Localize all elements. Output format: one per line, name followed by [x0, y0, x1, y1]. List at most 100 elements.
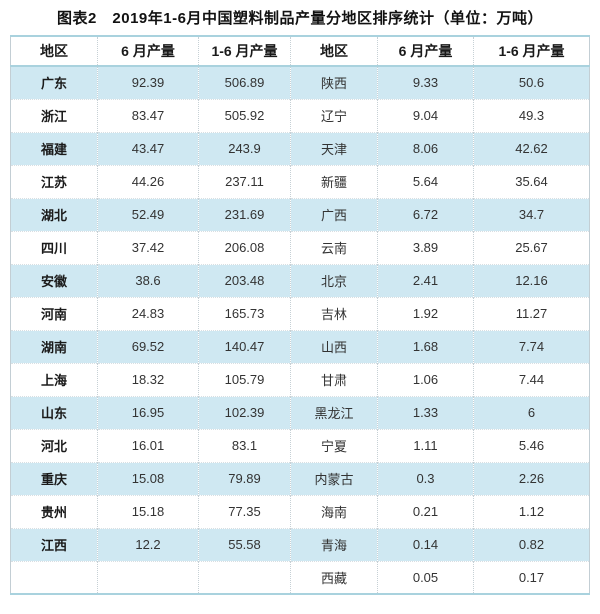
region-cell: 天津 — [290, 132, 378, 165]
value-cell: 83.47 — [97, 99, 199, 132]
value-cell: 7.44 — [473, 363, 590, 396]
table-row: 四川 37.42 206.08 云南 3.89 25.67 — [10, 231, 590, 264]
value-cell: 231.69 — [198, 198, 291, 231]
region-cell: 北京 — [290, 264, 378, 297]
value-cell: 2.41 — [377, 264, 474, 297]
value-cell: 92.39 — [97, 66, 199, 99]
value-cell: 0.21 — [377, 495, 474, 528]
column-header: 1-6 月产量 — [473, 36, 590, 66]
value-cell: 50.6 — [473, 66, 590, 99]
table-row: 贵州 15.18 77.35 海南 0.21 1.12 — [10, 495, 590, 528]
column-header: 地区 — [40, 43, 68, 59]
value-cell: 15.08 — [97, 462, 199, 495]
column-header: 6 月产量 — [97, 36, 199, 66]
region-cell: 海南 — [290, 495, 378, 528]
region-cell: 辽宁 — [290, 99, 378, 132]
region-cell: 广东 — [40, 76, 67, 92]
table-body: 广东 92.39 506.89 陕西 9.33 50.6 浙江 83.47 505.92 辽宁 9.… — [10, 66, 590, 594]
region-cell: 吉林 — [290, 297, 378, 330]
region-cell: 湖南 — [40, 340, 67, 355]
region-cell: 甘肃 — [290, 363, 378, 396]
value-cell: 7.74 — [473, 330, 590, 363]
header-row: 地区 6 月产量 1-6 月产量 地区 6 月产量 1-6 月产量 — [10, 36, 590, 66]
value-cell: 102.39 — [198, 396, 291, 429]
value-cell: 203.48 — [198, 264, 291, 297]
table-row: 广东 92.39 506.89 陕西 9.33 50.6 — [10, 66, 590, 99]
value-cell: 206.08 — [198, 231, 291, 264]
value-cell: 6 — [473, 396, 590, 429]
column-header: 6 月产量 — [377, 36, 474, 66]
value-cell: 18.32 — [97, 363, 199, 396]
value-cell: 140.47 — [198, 330, 291, 363]
region-cell: 陕西 — [290, 66, 378, 99]
value-cell: 55.58 — [198, 528, 291, 561]
region-cell: 新疆 — [290, 165, 378, 198]
value-cell: 1.06 — [377, 363, 474, 396]
value-cell: 38.6 — [97, 264, 199, 297]
value-cell: 5.46 — [473, 429, 590, 462]
value-cell: 15.18 — [97, 495, 199, 528]
region-cell: 宁夏 — [290, 429, 378, 462]
region-cell: 重庆 — [40, 472, 67, 487]
value-cell: 24.83 — [97, 297, 199, 330]
value-cell: 11.27 — [473, 297, 590, 330]
table-title: 图表2 2019年1-6月中国塑料制品产量分地区排序统计（单位：万吨） — [57, 10, 543, 27]
region-cell: 西藏 — [290, 561, 378, 594]
value-cell: 69.52 — [97, 330, 199, 363]
table-header: 地区 6 月产量 1-6 月产量 地区 6 月产量 1-6 月产量 — [10, 36, 590, 66]
value-cell: 9.33 — [377, 66, 474, 99]
value-cell: 3.89 — [377, 231, 474, 264]
value-cell: 43.47 — [97, 132, 199, 165]
value-cell: 506.89 — [198, 66, 291, 99]
table-row: 上海 18.32 105.79 甘肃 1.06 7.44 — [10, 363, 590, 396]
value-cell: 243.9 — [198, 132, 291, 165]
value-cell: 12.2 — [97, 528, 199, 561]
value-cell: 0.05 — [377, 561, 474, 594]
value-cell — [198, 561, 291, 594]
value-cell: 9.04 — [377, 99, 474, 132]
table-row: 河南 24.83 165.73 吉林 1.92 11.27 — [10, 297, 590, 330]
table-row: 江西 12.2 55.58 青海 0.14 0.82 — [10, 528, 590, 561]
value-cell: 1.33 — [377, 396, 474, 429]
region-cell: 四川 — [40, 241, 67, 256]
value-cell: 105.79 — [198, 363, 291, 396]
region-cell: 贵州 — [40, 505, 67, 520]
region-cell: 湖北 — [40, 208, 67, 223]
value-cell: 25.67 — [473, 231, 590, 264]
region-cell: 河南 — [40, 307, 67, 322]
table-row: 河北 16.01 83.1 宁夏 1.11 5.46 — [10, 429, 590, 462]
value-cell: 0.14 — [377, 528, 474, 561]
production-table: 地区 6 月产量 1-6 月产量 地区 6 月产量 1-6 月产量 广东 92.39 506.… — [10, 35, 590, 595]
region-cell — [11, 561, 98, 594]
value-cell: 505.92 — [198, 99, 291, 132]
value-cell: 49.3 — [473, 99, 590, 132]
value-cell: 44.26 — [97, 165, 199, 198]
value-cell: 34.7 — [473, 198, 590, 231]
value-cell: 1.92 — [377, 297, 474, 330]
column-header: 1-6 月产量 — [198, 36, 291, 66]
value-cell: 16.01 — [97, 429, 199, 462]
region-cell: 云南 — [290, 231, 378, 264]
value-cell: 0.3 — [377, 462, 474, 495]
table-row: 西藏 0.05 0.17 — [10, 561, 590, 594]
value-cell: 52.49 — [97, 198, 199, 231]
value-cell: 6.72 — [377, 198, 474, 231]
value-cell: 42.62 — [473, 132, 590, 165]
region-cell: 浙江 — [40, 109, 67, 124]
value-cell: 79.89 — [198, 462, 291, 495]
value-cell: 2.26 — [473, 462, 590, 495]
region-cell: 青海 — [290, 528, 378, 561]
region-cell: 广西 — [290, 198, 378, 231]
region-cell: 上海 — [40, 373, 67, 388]
value-cell: 12.16 — [473, 264, 590, 297]
value-cell: 237.11 — [198, 165, 291, 198]
table-row: 湖南 69.52 140.47 山西 1.68 7.74 — [10, 330, 590, 363]
column-header: 地区 — [290, 36, 378, 66]
region-cell: 黑龙江 — [290, 396, 378, 429]
value-cell: 35.64 — [473, 165, 590, 198]
value-cell: 165.73 — [198, 297, 291, 330]
table-row: 福建 43.47 243.9 天津 8.06 42.62 — [10, 132, 590, 165]
value-cell: 37.42 — [97, 231, 199, 264]
table-row: 湖北 52.49 231.69 广西 6.72 34.7 — [10, 198, 590, 231]
